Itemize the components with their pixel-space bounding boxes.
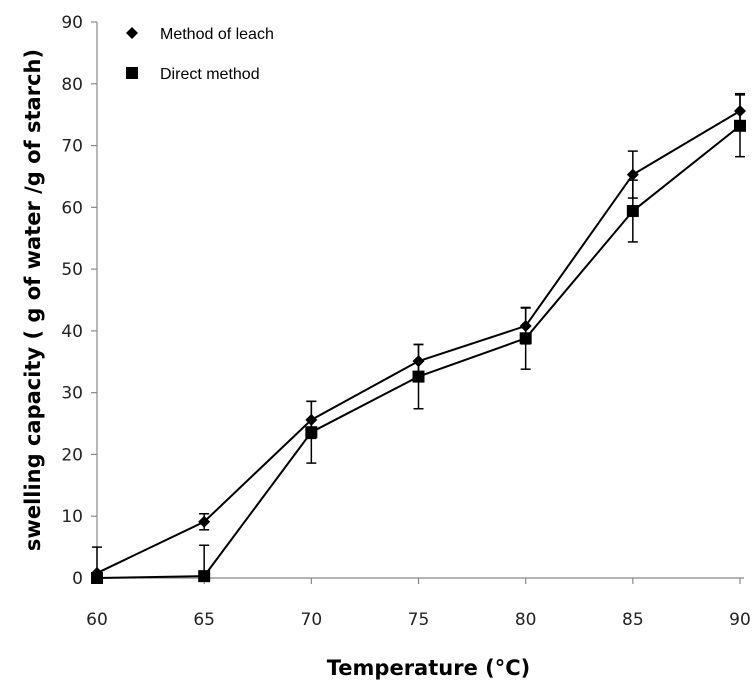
data-point <box>198 515 211 528</box>
data-point <box>519 332 532 345</box>
legend-square-marker <box>126 67 138 79</box>
axes <box>96 22 744 579</box>
data-point <box>626 168 639 181</box>
data-point <box>91 572 103 584</box>
y-tick-label: 80 <box>61 75 83 95</box>
legend-label: Direct method <box>160 66 260 83</box>
y-ticks: 0 10 20 30 40 50 60 70 80 90 <box>61 13 97 589</box>
y-tick-label: 20 <box>61 445 83 465</box>
legend-item: Direct method <box>126 66 260 83</box>
legend-item: Method of leach <box>126 26 274 43</box>
x-tick-label: 65 <box>193 610 215 630</box>
data-point <box>305 426 318 439</box>
x-ticks: 60 65 70 75 80 85 90 <box>86 578 751 630</box>
legend-label: Method of leach <box>160 26 274 43</box>
y-tick-label: 0 <box>72 569 83 589</box>
data-point <box>626 205 639 218</box>
data-point <box>412 370 425 383</box>
data-point <box>734 119 746 132</box>
series-direct-method <box>91 94 746 584</box>
y-tick-label: 10 <box>61 507 83 527</box>
x-tick-label: 80 <box>515 610 537 630</box>
x-axis-title: Temperature (°C) <box>327 656 530 680</box>
series-layer <box>91 92 746 584</box>
legend-diamond-marker <box>126 27 138 39</box>
series-method-of-leach <box>91 92 746 580</box>
x-tick-label: 60 <box>86 610 108 630</box>
y-axis-title: swelling capacity ( g of water /g of sta… <box>21 49 45 551</box>
x-tick-label: 90 <box>729 610 751 630</box>
y-tick-label: 50 <box>61 260 83 280</box>
x-tick-label: 85 <box>622 610 644 630</box>
x-tick-label: 70 <box>301 610 323 630</box>
legend: Method of leach Direct method <box>126 26 274 83</box>
y-tick-label: 40 <box>61 322 83 342</box>
data-point <box>198 570 211 583</box>
y-tick-label: 90 <box>61 13 83 33</box>
y-tick-label: 30 <box>61 384 83 404</box>
series-line <box>96 110 741 574</box>
y-tick-label: 70 <box>61 137 83 157</box>
x-tick-label: 75 <box>408 610 430 630</box>
y-tick-label: 60 <box>61 198 83 218</box>
